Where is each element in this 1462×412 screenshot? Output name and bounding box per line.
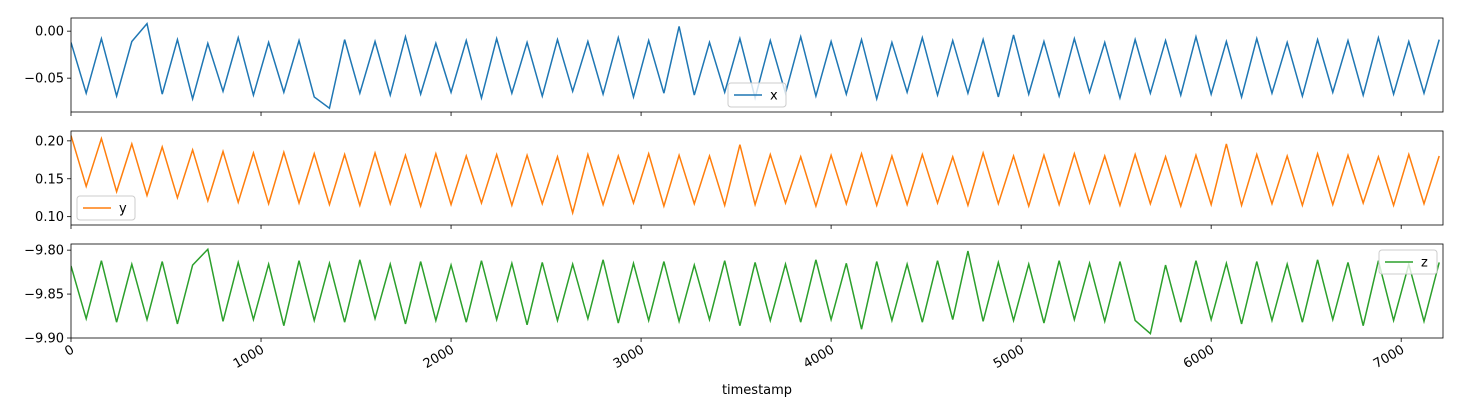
x-tick-label: 0: [62, 342, 77, 359]
axes-frame: [70, 243, 1444, 339]
subplot: 0.20 0.15 0.10 y: [35, 130, 1444, 229]
x-axis-label: timestamp: [722, 383, 792, 398]
y-tick-label: 0.20: [35, 134, 64, 149]
axes-frame: [70, 17, 1444, 113]
x-tick-label: 3000: [611, 342, 647, 372]
y-tick-label: −0.05: [24, 72, 64, 87]
x-tick-label: 1000: [231, 342, 267, 372]
legend-label: x: [770, 89, 778, 104]
x-tick-label: 6000: [1181, 342, 1217, 372]
subplot: 0.00 −0.05 x: [24, 17, 1444, 116]
y-tick-label: −9.85: [24, 288, 64, 303]
x-tick-label: 4000: [801, 342, 837, 372]
y-tick-label: 0.00: [35, 25, 64, 40]
x-tick-label: 7000: [1371, 342, 1407, 372]
legend: y: [76, 195, 136, 221]
legend-label: y: [119, 202, 127, 217]
y-tick-label: −9.90: [24, 332, 64, 347]
axes-frame: [70, 130, 1444, 226]
legend: z: [1378, 249, 1438, 275]
series-line: [71, 135, 1440, 216]
x-tick-label: 5000: [991, 342, 1027, 372]
subplot: −9.80 −9.85 −9.900 1000 2000 3000 4000 5000 6000…: [24, 243, 1444, 398]
y-tick-label: −9.80: [24, 244, 64, 259]
x-tick-label: 2000: [421, 342, 457, 372]
y-tick-label: 0.15: [35, 172, 64, 187]
legend: x: [727, 82, 787, 108]
legend-label: z: [1421, 256, 1428, 271]
series-line: [71, 247, 1440, 336]
y-tick-label: 0.10: [35, 210, 64, 225]
